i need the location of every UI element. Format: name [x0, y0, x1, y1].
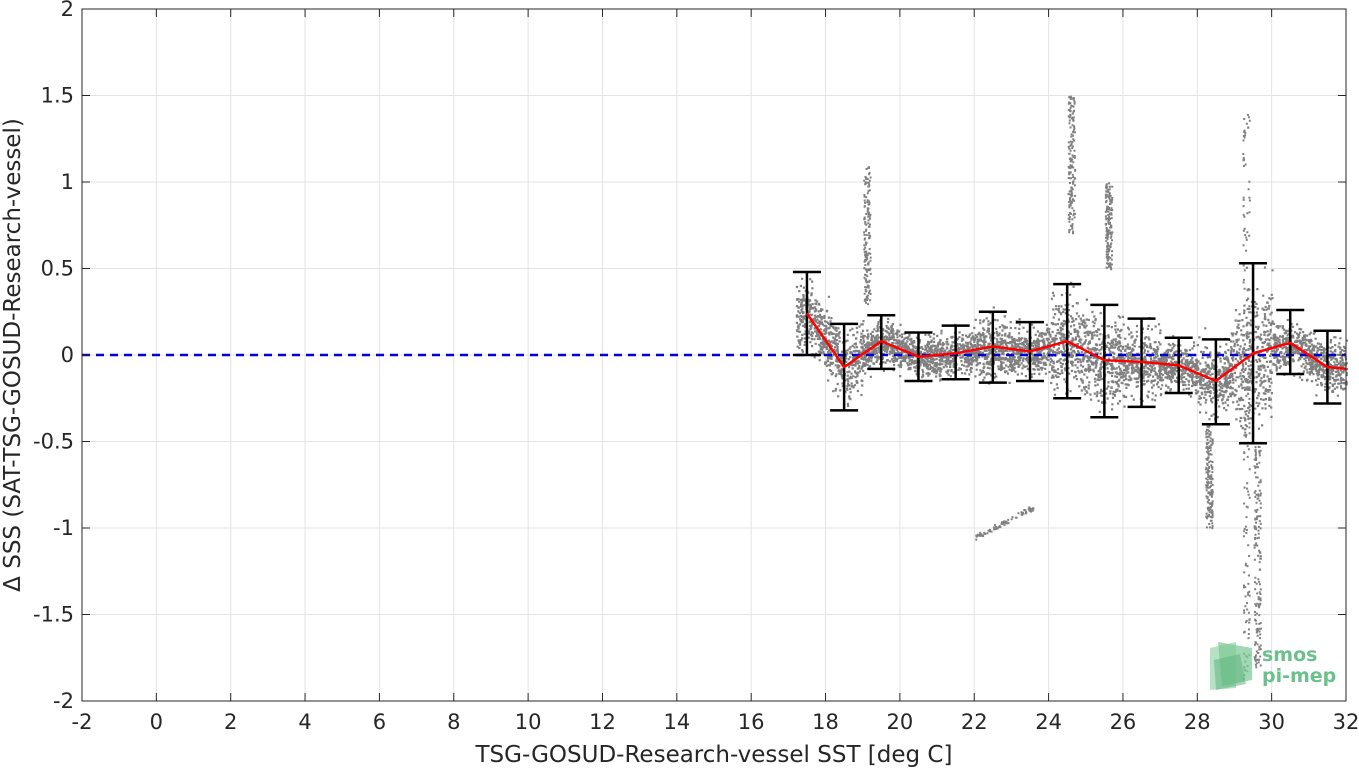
- error-bars: [792, 262, 1342, 445]
- y-tick-label: 0: [61, 343, 74, 367]
- tick-marks: [81, 8, 1347, 702]
- scatter-point-cloud: [795, 95, 1349, 681]
- scatter-points: [795, 95, 1349, 681]
- y-tick-label: 2: [61, 0, 74, 21]
- y-tick-labels: -2 -1.5 -1 -0.5 0 0.5 1 1.5 2: [33, 0, 74, 713]
- x-tick-label: 14: [663, 710, 690, 734]
- y-tick-label: 1: [61, 170, 74, 194]
- x-tick-label: 18: [812, 710, 839, 734]
- x-tick-label: 24: [1035, 710, 1062, 734]
- mean-polyline: [805, 312, 1347, 383]
- x-tick-label: 2: [224, 710, 237, 734]
- x-tick-label: 10: [515, 710, 542, 734]
- y-tick-label: 1.5: [41, 84, 74, 108]
- x-tick-label: 22: [961, 710, 988, 734]
- x-tick-label: 28: [1184, 710, 1211, 734]
- x-tick-label: 20: [887, 710, 914, 734]
- logo-text-smos: smos: [1262, 644, 1317, 666]
- x-tick-label: 8: [447, 710, 460, 734]
- y-tick-label: 0.5: [41, 257, 74, 281]
- x-tick-label: 0: [150, 710, 163, 734]
- y-tick-label: -2: [53, 689, 74, 713]
- logo-icon: [1210, 642, 1252, 690]
- y-axis-label: Δ SSS (SAT-TSG-GOSUD-Research-vessel): [0, 118, 26, 592]
- mean-line: [805, 312, 1347, 383]
- x-tick-label: -2: [72, 710, 93, 734]
- y-tick-label: -0.5: [33, 430, 74, 454]
- x-tick-label: 32: [1333, 710, 1359, 734]
- x-tick-label: 30: [1258, 710, 1285, 734]
- y-tick-label: -1.5: [33, 603, 74, 627]
- x-axis-label: TSG-GOSUD-Research-vessel SST [deg C]: [475, 742, 953, 768]
- smos-pi-mep-logo: smos pi-mep: [1210, 642, 1336, 690]
- y-tick-label: -1: [53, 516, 74, 540]
- x-tick-labels: -2 0 2 4 6 8 10 12 14 16 18 20 22 24 26 28 30 32: [72, 710, 1359, 734]
- x-tick-label: 16: [738, 710, 765, 734]
- x-tick-label: 12: [589, 710, 616, 734]
- x-tick-label: 26: [1110, 710, 1137, 734]
- logo-text-pi-mep: pi-mep: [1262, 665, 1336, 687]
- x-tick-label: 6: [373, 710, 386, 734]
- x-tick-label: 4: [298, 710, 311, 734]
